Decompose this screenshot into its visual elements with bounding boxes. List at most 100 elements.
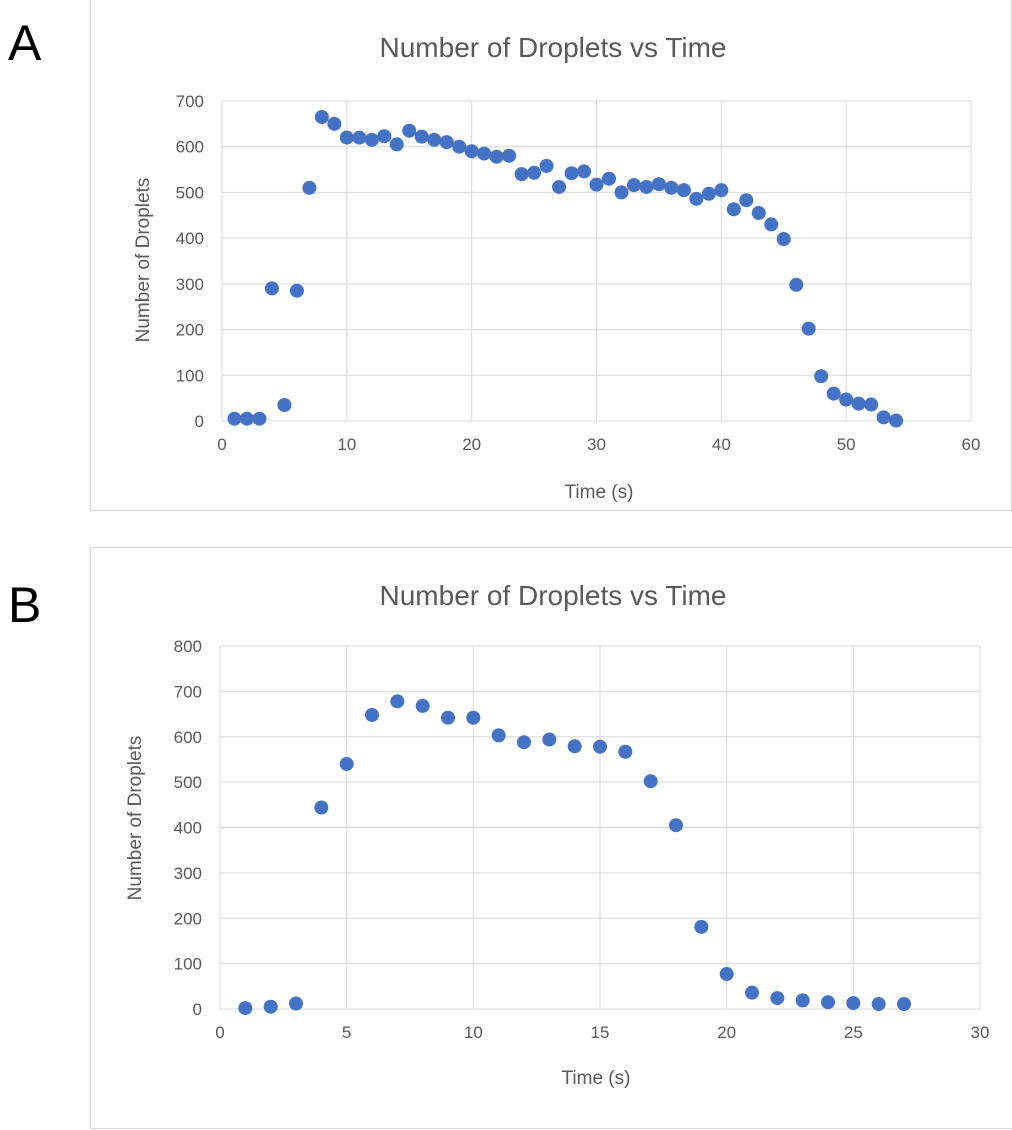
- chart-a-data-point: [701, 186, 716, 201]
- chart-a-data-point: [839, 392, 854, 407]
- chart-a-data-point: [577, 164, 592, 179]
- chart-b-ytick-label: 200: [174, 909, 202, 928]
- chart-a-ytick-label: 200: [176, 321, 204, 340]
- chart-a-data-point: [464, 144, 479, 159]
- chart-b-xtick-label: 20: [717, 1023, 736, 1042]
- chart-b-data-point: [491, 728, 506, 743]
- chart-b-data-point: [795, 993, 810, 1008]
- chart-a-xtick-label: 10: [337, 435, 356, 454]
- chart-a-data-point: [277, 398, 292, 412]
- chart-a-data-point: [327, 116, 342, 131]
- chart-b-ytick-label: 500: [174, 773, 202, 792]
- chart-a-ytick-label: 0: [195, 412, 204, 431]
- chart-b-ylabel: Number of Droplets: [125, 736, 146, 901]
- chart-b-data-point: [567, 739, 582, 754]
- chart-b-data-point: [618, 744, 633, 759]
- chart-b-data-point: [263, 999, 278, 1014]
- chart-a-data-point: [514, 167, 529, 182]
- chart-a-xtick-label: 60: [962, 435, 981, 454]
- chart-b-ytick-label: 700: [174, 682, 202, 701]
- chart-a-data-point: [414, 129, 429, 144]
- chart-b-xtick-label: 25: [844, 1023, 863, 1042]
- chart-b-data-point: [669, 818, 683, 833]
- chart-b-data-point: [694, 919, 709, 934]
- chart-a-data-point: [552, 179, 567, 194]
- chart-a-data-point: [789, 277, 804, 292]
- chart-b-data-point: [415, 698, 430, 713]
- chart-b-ytick-label: 0: [193, 1000, 202, 1019]
- chart-a-data-point: [814, 369, 829, 384]
- chart-b-data-point: [593, 739, 607, 754]
- chart-b-data-point: [339, 756, 354, 771]
- chart-a-data-point: [239, 411, 254, 426]
- chart-b-data-point: [441, 710, 455, 725]
- chart-b-ytick-label: 400: [174, 819, 202, 838]
- chart-a-data-point: [651, 177, 666, 192]
- chart-a-data-point: [377, 129, 392, 144]
- chart-a-xtick-label: 30: [587, 435, 606, 454]
- chart-a-data-point: [726, 202, 741, 217]
- chart-b-data-point: [719, 967, 734, 982]
- chart-a-ylabel: Number of Droplets: [133, 178, 154, 343]
- chart-b-data-point: [643, 774, 658, 789]
- chart-b-data-point: [517, 735, 531, 750]
- chart-a-xtick-label: 40: [712, 435, 731, 454]
- chart-b-xtick-label: 5: [342, 1023, 351, 1042]
- chart-a-data-point: [889, 413, 904, 428]
- chart-a-data-point: [339, 130, 354, 145]
- chart-a-data-point: [564, 166, 579, 181]
- chart-a-data-point: [252, 411, 267, 426]
- chart-b-xtick-label: 15: [591, 1023, 610, 1042]
- chart-b-xtick-label: 0: [215, 1023, 224, 1042]
- chart-b-data-point: [466, 710, 481, 725]
- chart-a-ytick-label: 400: [176, 229, 204, 248]
- chart-a-data-point: [452, 139, 467, 154]
- chart-b-data-point: [314, 800, 329, 815]
- chart-a-data-point: [402, 123, 417, 138]
- chart-b-data-point: [846, 996, 861, 1011]
- chart-b-ytick-label: 600: [174, 728, 202, 747]
- chart-a-data-point: [289, 283, 304, 298]
- chart-a-data-point: [676, 183, 691, 198]
- chart-a-data-point: [589, 177, 604, 192]
- chart-b-xtick-label: 10: [464, 1023, 483, 1042]
- chart-b-data-point: [745, 985, 759, 1000]
- panel-label-a: A: [8, 15, 42, 71]
- chart-a-data-point: [527, 165, 542, 180]
- chart-a-data-point: [502, 148, 517, 163]
- chart-b-xlabel: Time (s): [562, 1068, 631, 1089]
- chart-a-data-point: [626, 178, 641, 193]
- chart-b-ytick-label: 800: [174, 637, 202, 656]
- chart-b-gridlines: [219, 645, 981, 1010]
- chart-b-data-point: [871, 997, 886, 1012]
- chart-a-xtick-label: 0: [217, 435, 226, 454]
- chart-a-xlabel: Time (s): [565, 482, 634, 503]
- chart-a-data-point: [664, 180, 679, 195]
- chart-b-data-point: [365, 707, 379, 722]
- chart-a-data-point: [714, 183, 729, 198]
- chart-a-data-point: [639, 179, 654, 194]
- chart-a-ytick-label: 300: [176, 275, 204, 294]
- chart-b-frame: Number of Droplets vs Time Time (s) Numb…: [90, 547, 1012, 1129]
- chart-b-data-point: [821, 995, 835, 1010]
- chart-a-xtick-label: 50: [837, 435, 856, 454]
- chart-a-data-point: [739, 193, 754, 208]
- chart-a-data-point: [364, 132, 379, 147]
- chart-a-data-point: [439, 135, 454, 150]
- chart-a-data-point: [876, 410, 891, 425]
- chart-a-xtick-label: 20: [462, 435, 481, 454]
- chart-a-data-point: [764, 217, 779, 232]
- chart-a-data-point: [776, 232, 791, 247]
- chart-a-data-point: [539, 158, 554, 173]
- chart-a-data-point: [477, 146, 492, 161]
- chart-a-data-point: [427, 132, 442, 147]
- chart-a-data-point: [614, 185, 629, 200]
- chart-b-data-point: [390, 694, 405, 709]
- chart-b-data-point: [897, 997, 911, 1012]
- chart-b-ytick-label: 100: [174, 955, 202, 974]
- chart-b-ytick-label: 300: [174, 864, 202, 883]
- chart-a-data-point: [302, 180, 317, 195]
- chart-a-data-point: [264, 281, 279, 296]
